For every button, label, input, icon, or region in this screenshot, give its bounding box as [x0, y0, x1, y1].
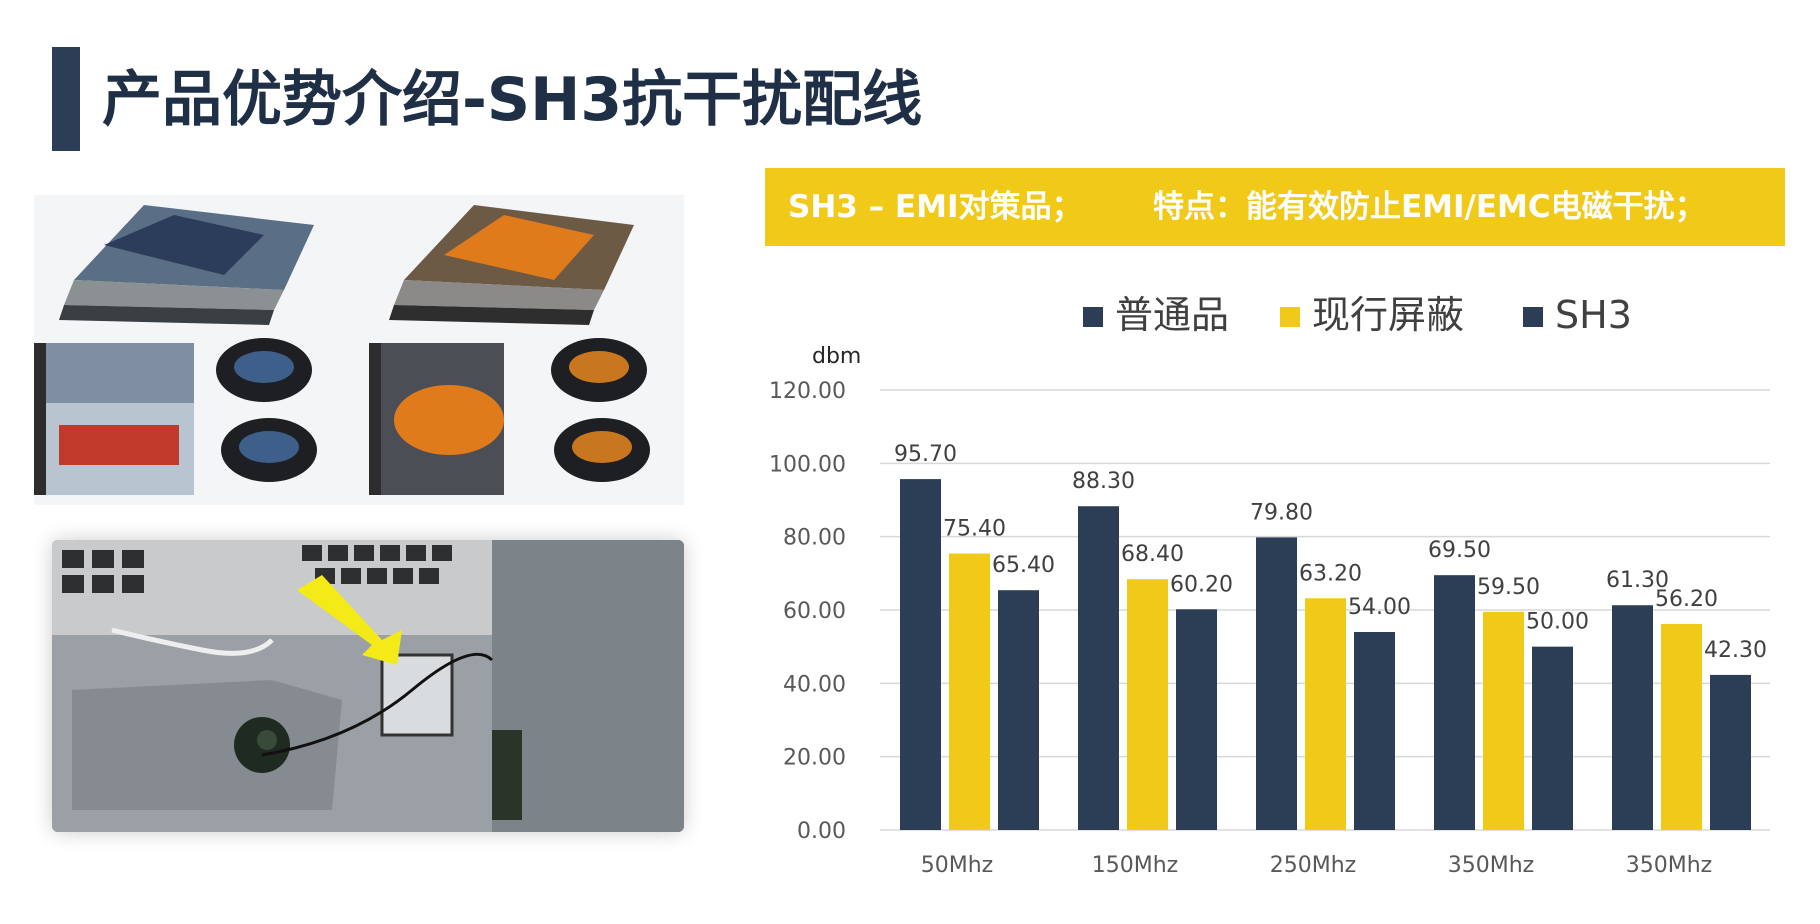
y-tick-label: 100.00: [769, 452, 846, 477]
bar: [900, 479, 941, 830]
bar: [1532, 646, 1573, 830]
legend-swatch: [1523, 307, 1543, 327]
banner-feature: 特点：能有效防止EMI/EMC电磁干扰；: [1153, 189, 1706, 225]
bar: [998, 590, 1039, 830]
legend-label: 现行屏蔽: [1312, 293, 1464, 337]
bar: [949, 553, 990, 830]
data-label: 63.20: [1299, 561, 1362, 586]
bar: [1078, 506, 1119, 830]
legend-label: 普通品: [1115, 293, 1229, 337]
bar: [1256, 537, 1297, 830]
data-label: 95.70: [894, 442, 957, 467]
x-tick-label: 50Mhz: [921, 853, 993, 878]
data-label: 60.20: [1170, 572, 1233, 597]
data-label: 79.80: [1250, 500, 1313, 525]
legend-label: SH3: [1555, 293, 1632, 337]
data-label: 68.40: [1121, 542, 1184, 567]
title-accent-bar: [52, 47, 80, 151]
data-label: 69.50: [1428, 538, 1491, 563]
bar: [1483, 611, 1524, 830]
y-tick-label: 60.00: [783, 599, 846, 624]
legend-swatch: [1280, 307, 1300, 327]
bar: [1434, 575, 1475, 830]
data-label: 61.30: [1606, 568, 1669, 593]
legend-swatch: [1083, 307, 1103, 327]
x-tick-label: 350Mhz: [1448, 853, 1534, 878]
data-label: 42.30: [1704, 638, 1767, 663]
y-tick-label: 80.00: [783, 526, 846, 551]
data-label: 75.40: [943, 517, 1006, 542]
bar: [1305, 598, 1346, 830]
bar: [1710, 674, 1751, 830]
y-tick-label: 0.00: [797, 819, 846, 844]
console-right-image: [369, 205, 650, 495]
y-tick-label: 40.00: [783, 672, 846, 697]
feature-banner: SH3 – EMI对策品； 特点：能有效防止EMI/EMC电磁干扰；: [765, 168, 1785, 246]
data-label: 88.30: [1072, 469, 1135, 494]
x-tick-label: 150Mhz: [1092, 853, 1178, 878]
bar: [1612, 605, 1653, 830]
data-label: 65.40: [992, 553, 1055, 578]
emi-bar-chart: 0.00 20.00 40.00 60.00 80.00 100.00 120.00 dbm 普…: [769, 293, 1770, 878]
bar: [1354, 632, 1395, 830]
bar: [1127, 579, 1168, 830]
data-label: 56.20: [1655, 587, 1718, 612]
x-tick-label: 350Mhz: [1626, 853, 1712, 878]
y-axis-label: dbm: [812, 344, 861, 369]
console-left-image: [34, 205, 317, 495]
console-photo: [34, 195, 684, 505]
bar: [1661, 623, 1702, 830]
data-label: 54.00: [1348, 595, 1411, 620]
board-photo: [52, 540, 684, 832]
data-label: 59.50: [1477, 575, 1540, 600]
x-tick-label: 250Mhz: [1270, 853, 1356, 878]
y-tick-label: 120.00: [769, 379, 846, 404]
data-label: 50.00: [1526, 610, 1589, 635]
y-tick-label: 20.00: [783, 746, 846, 771]
page-title: 产品优势介绍-SH3抗干扰配线: [102, 65, 923, 135]
bar: [1176, 609, 1217, 830]
banner-product: SH3 – EMI对策品；: [788, 189, 1083, 225]
